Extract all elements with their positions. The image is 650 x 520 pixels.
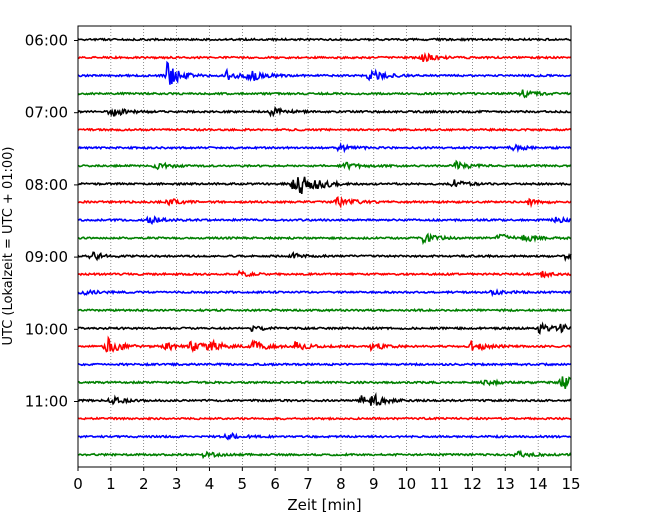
- seismogram-trace: [77, 176, 572, 195]
- seismogram-trace: [77, 215, 571, 226]
- y-tick-label: 09:00: [25, 248, 68, 266]
- seismogram-trace: [77, 37, 572, 42]
- seismogram-trace: [77, 195, 572, 209]
- seismogram-trace: [77, 307, 572, 313]
- seismogram-trace: [77, 89, 572, 99]
- x-tick-label: 6: [270, 475, 280, 493]
- x-tick-label: 0: [73, 475, 83, 493]
- x-axis-ticks: 0 1 2 3 4 5 6 7 8 9 10 11 12 13 14 15: [73, 467, 581, 493]
- y-tick-label: 07:00: [25, 104, 68, 122]
- seismogram-trace: [77, 105, 572, 118]
- seismogram-trace: [77, 391, 572, 406]
- seismogram-trace: [77, 51, 572, 63]
- x-tick-label: 9: [369, 475, 379, 493]
- seismogram-trace: [77, 60, 572, 85]
- x-tick-label: 3: [172, 475, 182, 493]
- seismogram-trace: [77, 127, 572, 133]
- seismogram-trace: [77, 250, 572, 263]
- x-tick-label: 14: [529, 475, 548, 493]
- x-tick-label: 2: [139, 475, 149, 493]
- seismogram-trace: [77, 269, 572, 279]
- y-tick-label: 06:00: [25, 32, 68, 50]
- y-tick-label: 11:00: [25, 393, 68, 411]
- y-tick-label: 10:00: [25, 320, 68, 338]
- x-tick-label: 5: [238, 475, 248, 493]
- plot-frame: [77, 25, 572, 468]
- seismogram-trace: [77, 335, 572, 354]
- seismogram-trace: [77, 361, 572, 367]
- seismogram-trace: [77, 232, 572, 246]
- seismogram-trace: [77, 376, 572, 390]
- x-axis-label: Zeit [min]: [287, 496, 361, 514]
- x-tick-label: 12: [463, 475, 482, 493]
- x-tick-label: 4: [205, 475, 215, 493]
- seismogram-trace: [77, 432, 572, 441]
- x-tick-label: 10: [397, 475, 416, 493]
- x-tick-label: 13: [496, 475, 515, 493]
- seismogram-trace: [77, 141, 572, 154]
- x-tick-label: 15: [561, 475, 580, 493]
- x-tick-label: 1: [106, 475, 116, 493]
- x-tick-label: 8: [336, 475, 346, 493]
- seismogram-trace: [77, 416, 572, 421]
- x-tick-label: 7: [303, 475, 313, 493]
- x-tick-label: 11: [430, 475, 449, 493]
- seismogram-trace: [77, 321, 572, 335]
- y-tick-label: 08:00: [25, 176, 68, 194]
- y-axis-label: UTC (Lokalzeit = UTC + 01:00): [1, 147, 16, 346]
- seismogram-trace: [77, 449, 572, 460]
- seismogram-trace: [77, 159, 572, 172]
- seismogram-traces: [77, 37, 572, 460]
- y-axis-ticks: 06:00 07:00 08:00 09:00 10:00 11:00: [25, 32, 78, 411]
- seismogram-trace: [77, 288, 572, 298]
